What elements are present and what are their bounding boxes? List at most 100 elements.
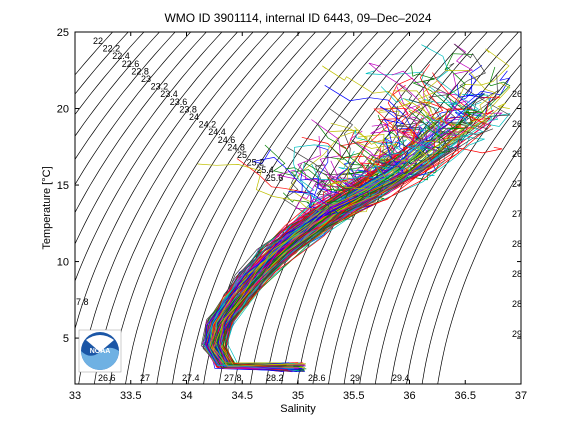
contour-label: 27.6 [512,209,530,219]
contour-label: 25 [237,150,247,160]
density-contour [328,32,519,384]
x-axis-ticks: 33 33.5 34 34.5 35 35.5 36 36.5 37 [69,32,527,402]
density-contour [359,63,521,384]
contour-label: 7.8 [76,297,89,307]
x-tick-label: 36 [403,390,415,402]
profile-line [211,89,441,364]
profile-line [213,151,369,367]
contour-label: 24 [189,112,199,122]
contour-label: 25.2 [247,158,265,168]
contour-label: 27.2 [512,179,530,189]
density-contour [75,32,254,330]
contour-label: 28 [512,239,522,249]
contour-label: 23.8 [179,104,197,114]
noaa-logo-text: NOAA [90,348,111,355]
chart-title: WMO ID 3901114, internal ID 6443, 09–Dec… [164,11,431,25]
contour-label: 26.4 [512,119,530,129]
x-axis-label: Salinity [280,403,316,415]
x-tick-label: 37 [515,390,527,402]
density-contour [125,32,317,384]
density-contour [75,32,238,283]
x-tick-label: 36.5 [455,390,476,402]
profile-line [203,139,405,366]
contour-label: 23.2 [151,82,169,92]
profile-line [220,99,485,369]
profile-line [219,69,497,366]
contour-label: 28.2 [266,373,284,383]
contour-label: 25.6 [266,173,284,183]
profile-line [211,136,385,371]
density-contours [75,32,521,384]
profile-line [208,101,482,368]
y-tick-label: 20 [57,104,69,116]
profile-line [219,105,454,366]
density-contour [75,32,192,186]
contour-label: 22.2 [103,44,121,54]
profile-line [212,93,486,371]
profile-line [206,105,420,371]
plot-frame [74,31,522,385]
profile-line [215,153,398,368]
profile-line [225,116,451,372]
contour-label: 23 [141,74,151,84]
density-contour [187,32,379,384]
density-contour [140,32,332,384]
density-contour-labels: 2222.222.422.622.82323.223.423.623.82424… [76,36,530,383]
contour-label: 26 [512,89,522,99]
density-contour [437,169,521,384]
y-tick-label: 15 [57,180,69,192]
profile-line [205,171,337,367]
x-tick-label: 34 [180,390,192,402]
profile-line [216,115,440,371]
x-tick-label: 35.5 [343,390,364,402]
profile-line [225,146,503,369]
x-tick-label: 34.5 [232,390,253,402]
profile-line [227,74,498,364]
contour-label: 27.4 [182,373,200,383]
y-axis-label: Temperature [°C] [41,166,53,249]
contour-label: 24.2 [199,120,217,130]
density-contour [406,122,521,384]
density-contour [250,32,441,384]
profile-line [219,183,337,368]
contour-label: 29.2 [512,329,530,339]
profile-line [219,96,500,369]
profile-line [224,43,512,368]
contour-label: 28.4 [512,269,530,279]
profile-lines [197,43,512,373]
density-contour [75,32,223,245]
density-contour [421,145,521,384]
x-tick-label: 33 [69,390,81,402]
contour-label: 28.8 [512,299,530,309]
profile-line [220,117,485,369]
contour-label: 27.8 [224,373,242,383]
contour-label: 27 [140,373,150,383]
contour-label: 26.6 [98,373,116,383]
density-contour [156,32,348,384]
contour-label: 25.4 [256,165,274,175]
density-contour [234,32,426,384]
x-tick-label: 33.5 [120,390,141,402]
contour-label: 24.6 [218,135,236,145]
density-contour [75,32,207,214]
noaa-logo: NOAA [78,329,122,373]
density-contour [374,82,521,384]
profile-line [224,118,464,368]
contour-label: 26.8 [512,149,530,159]
contour-label: 22.6 [122,59,140,69]
y-tick-label: 25 [57,27,69,39]
profile-line [222,117,462,367]
density-contour [172,32,363,384]
contour-label: 29 [350,373,360,383]
contour-label: 23.6 [170,97,188,107]
contour-label: 23.4 [160,89,178,99]
profile-line [208,144,331,370]
density-contour [343,45,521,384]
y-tick-label: 5 [63,333,69,345]
contour-label: 24.4 [208,127,226,137]
contour-label: 28.6 [308,373,326,383]
contour-label: 22.8 [131,66,149,76]
contour-label: 29.4 [392,373,410,383]
density-contour [390,102,521,384]
y-axis-ticks: 5 10 15 20 25 [57,27,521,345]
